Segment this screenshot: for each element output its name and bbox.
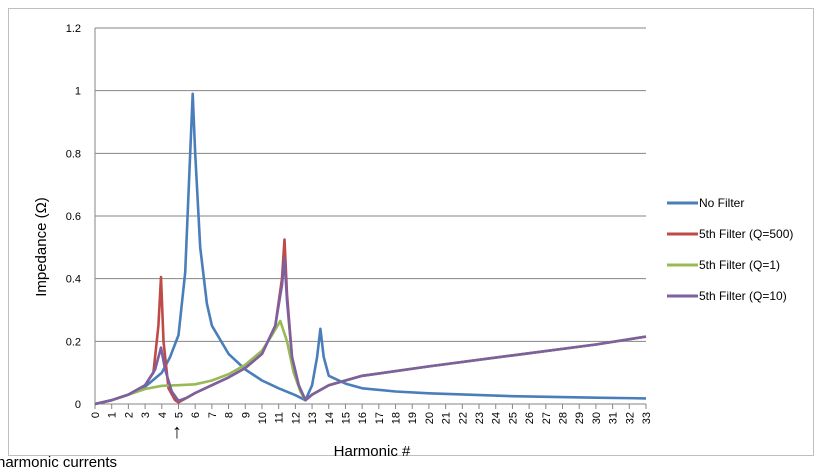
x-tick-label: 16 xyxy=(357,412,369,424)
x-tick-label: 20 xyxy=(424,412,436,424)
series-lines xyxy=(94,92,647,406)
x-tick-label: 22 xyxy=(457,412,469,424)
x-tick-label: 23 xyxy=(474,412,486,424)
x-tick-label: 26 xyxy=(524,412,536,424)
x-axis-ticks: 0 1 2 3 4 5 6 7 8 9 10 11 12 13 14 15 16 17 18 19 20 21 22 23 24… xyxy=(90,404,653,424)
x-tick-label: 15 xyxy=(340,412,352,424)
legend: No Filter 5th Filter (Q=500) 5th Filter (Q… xyxy=(667,196,793,303)
x-tick-label: 4 xyxy=(157,412,169,418)
y-tick-label: 0.8 xyxy=(66,148,81,160)
x-tick-label: 9 xyxy=(240,412,252,418)
x-tick-label: 25 xyxy=(507,412,519,424)
x-tick-label: 18 xyxy=(391,412,403,424)
series-line-2 xyxy=(94,238,647,406)
x-tick-label: 8 xyxy=(224,412,236,418)
gridlines xyxy=(94,27,646,405)
x-tick-label: 10 xyxy=(257,412,269,424)
y-tick-label: 0 xyxy=(75,399,81,411)
x-tick-label: 2 xyxy=(123,412,135,418)
x-tick-label: 24 xyxy=(491,412,503,424)
y-tick-label: 0.6 xyxy=(66,211,81,223)
series-line-4 xyxy=(94,257,647,406)
legend-label: 5th Filter (Q=1) xyxy=(699,258,780,272)
x-tick-label: 27 xyxy=(541,412,553,424)
x-tick-label: 32 xyxy=(624,412,636,424)
x-tick-label: 0 xyxy=(90,412,102,418)
y-axis-title: Impedance (Ω) xyxy=(33,197,50,297)
y-tick-label: 0.4 xyxy=(66,274,81,286)
chart-frame xyxy=(8,8,814,456)
x-tick-label: 28 xyxy=(558,412,570,424)
x-tick-label: 1 xyxy=(107,412,119,418)
x-tick-label: 31 xyxy=(608,412,620,424)
x-tick-label: 11 xyxy=(274,412,286,423)
x-tick-label: 30 xyxy=(591,412,603,424)
legend-label: 5th Filter (Q=500) xyxy=(699,227,793,241)
y-tick-label: 0.2 xyxy=(66,336,81,348)
x-tick-label: 12 xyxy=(290,412,302,424)
x-tick-label: 19 xyxy=(407,412,419,424)
y-tick-label: 1.2 xyxy=(66,23,81,35)
x-tick-label: 6 xyxy=(190,412,202,418)
legend-label: No Filter xyxy=(699,196,744,210)
legend-label: 5th Filter (Q=10) xyxy=(699,289,787,303)
x-tick-label: 13 xyxy=(307,412,319,424)
x-tick-label: 29 xyxy=(574,412,586,424)
x-tick-label: 33 xyxy=(641,412,653,424)
y-tick-label: 1 xyxy=(75,86,81,98)
x-axis-title: Harmonic # xyxy=(334,443,411,460)
series-line-1 xyxy=(94,92,647,406)
y-axis-ticks: 0 0.2 0.4 0.6 0.8 1 1.2 xyxy=(66,23,81,411)
x-tick-label: 7 xyxy=(207,412,219,418)
x-tick-label: 21 xyxy=(441,412,453,424)
x-tick-label: 14 xyxy=(324,412,336,424)
x-tick-label: 17 xyxy=(374,412,386,424)
annotation-text: harmonic currents xyxy=(0,454,118,471)
annotation-arrow: ↑ xyxy=(172,421,182,443)
x-tick-label: 3 xyxy=(140,412,152,418)
x-tick-label: 5 xyxy=(173,412,185,418)
